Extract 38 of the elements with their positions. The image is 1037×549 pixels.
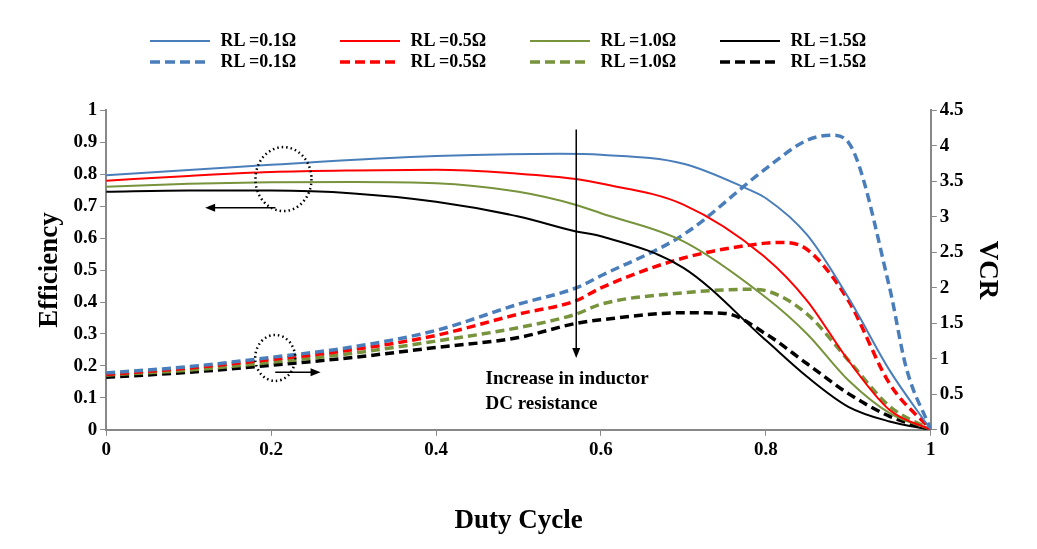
y2-tick-label: 2.5 — [939, 240, 964, 262]
annotation: Increase in inductor DC resistance — [485, 366, 650, 413]
x-tick-label: 0.2 — [259, 438, 283, 460]
y2-tick-label: 3 — [939, 204, 950, 226]
y-tick-label: 1 — [87, 98, 98, 120]
y-tick-label: 0.2 — [73, 353, 98, 375]
x-axis-title: Duty Cycle — [454, 503, 583, 534]
y2-tick-label: 4.5 — [939, 98, 964, 120]
y2-tick-label: 3.5 — [939, 169, 964, 191]
legend-label: RL =0.1Ω — [220, 51, 297, 72]
y-tick-label: 0.7 — [73, 194, 98, 216]
y2-tick-label: 1.5 — [939, 311, 964, 333]
y-tick-label: 0.8 — [73, 162, 98, 184]
legend-label: RL =1.0Ω — [600, 30, 677, 51]
legend-label: RL =1.5Ω — [790, 51, 867, 72]
y2-tick-label: 0.5 — [939, 382, 964, 404]
y2-tick-label: 2 — [939, 275, 950, 297]
y-tick-label: 0.5 — [73, 258, 98, 280]
y2-axis-title: VCR — [973, 240, 1004, 300]
y-tick-label: 0.4 — [73, 289, 98, 311]
x-tick-label: 1 — [926, 438, 936, 460]
y2-tick-label: 0 — [939, 417, 950, 439]
y2-tick-label: 4 — [939, 133, 950, 155]
x-tick-label: 0.8 — [754, 438, 778, 460]
y-tick-label: 0.6 — [73, 226, 98, 248]
y-axis-title: Efficiency — [33, 211, 64, 328]
y-tick-label: 0.9 — [73, 130, 98, 152]
y-tick-label: 0 — [87, 417, 98, 439]
legend-label: RL =0.5Ω — [410, 51, 487, 72]
y-tick-label: 0.3 — [73, 321, 98, 343]
legend-label: RL =1.5Ω — [790, 30, 867, 51]
legend-label: RL =0.5Ω — [410, 30, 487, 51]
legend-label: RL =0.1Ω — [220, 30, 297, 51]
y-tick-label: 0.1 — [73, 385, 98, 407]
x-tick-label: 0.6 — [589, 438, 613, 460]
y2-tick-label: 1 — [939, 346, 950, 368]
x-tick-label: 0.4 — [424, 438, 449, 460]
legend-label: RL =1.0Ω — [600, 51, 677, 72]
